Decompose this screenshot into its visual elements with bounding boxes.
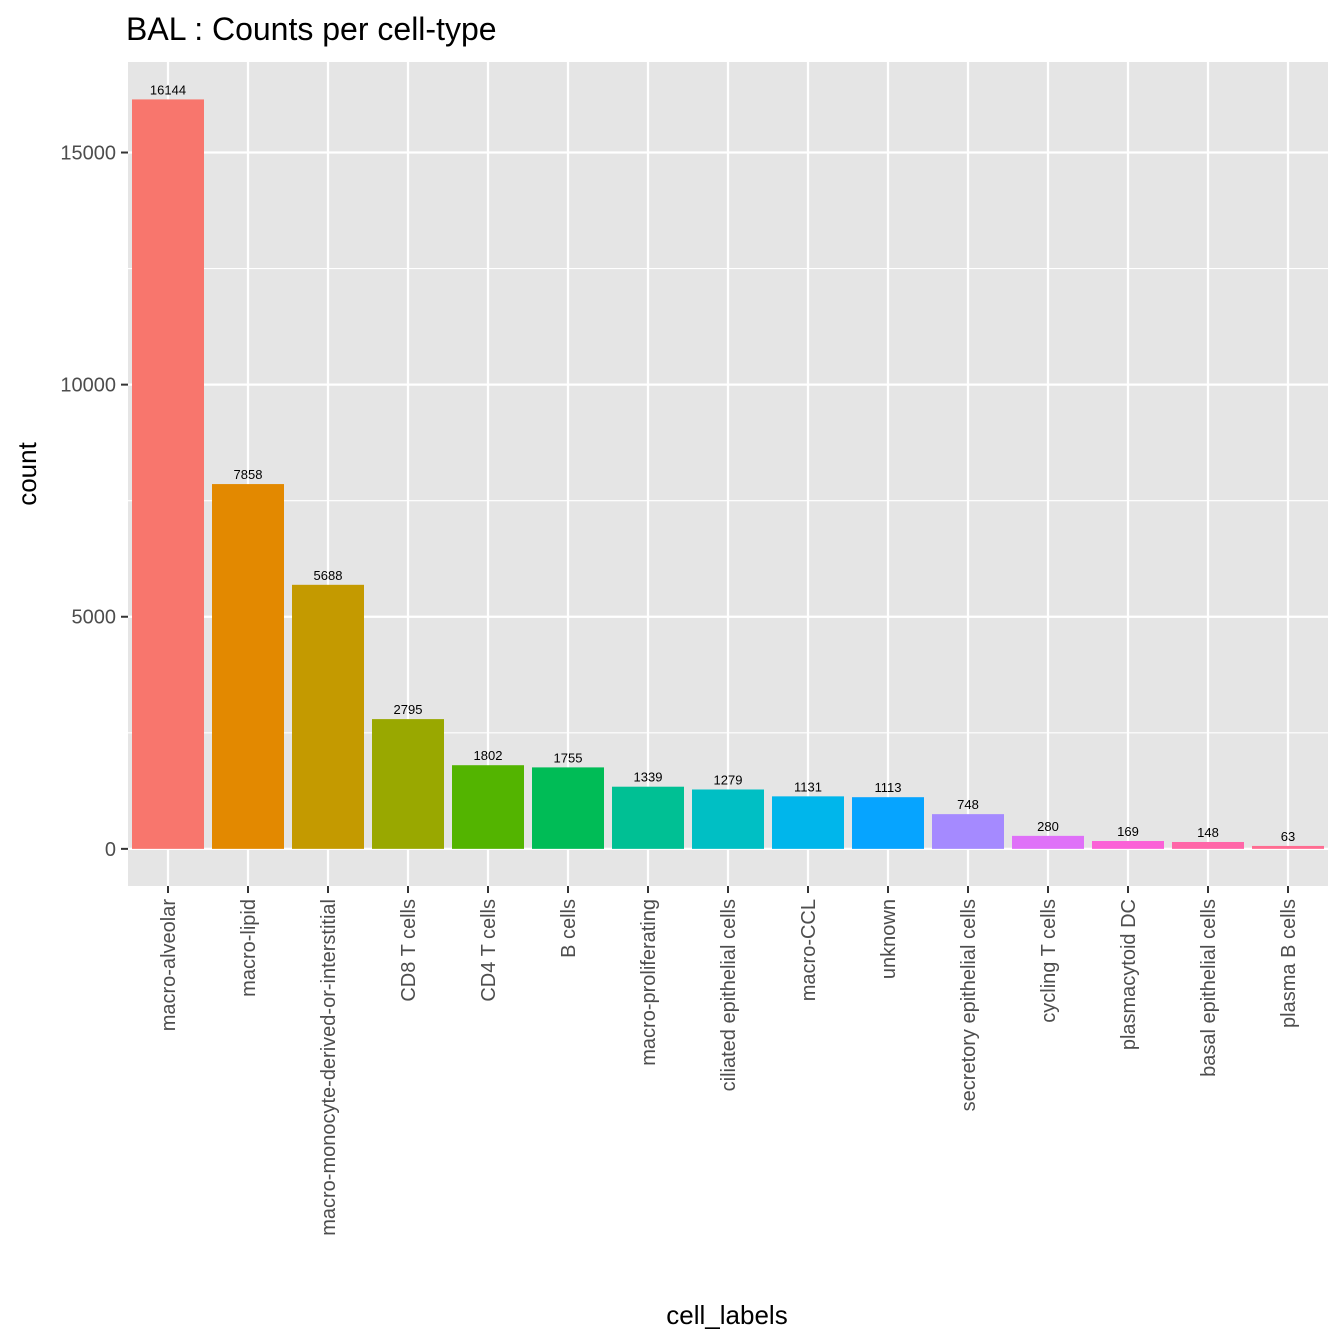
bar-b-cells	[532, 767, 604, 849]
x-tick-label: macro-alveolar	[158, 899, 180, 1032]
data-label: 1131	[794, 779, 822, 794]
bar-cd8-t-cells	[372, 719, 444, 849]
y-axis-title: count	[12, 441, 42, 505]
bar-plasma-b-cells	[1252, 845, 1324, 849]
bar-macro-ccl	[772, 796, 844, 849]
y-tick-label: 10000	[60, 375, 116, 397]
x-tick-label: plasma B cells	[1278, 899, 1300, 1028]
data-label: 1755	[554, 750, 583, 765]
bar-secretory-epithelial-cells	[932, 814, 1004, 849]
data-label: 63	[1281, 829, 1295, 844]
data-label: 1279	[714, 772, 743, 787]
x-tick-label: CD8 T cells	[398, 899, 420, 1002]
x-tick-label: cycling T cells	[1038, 899, 1060, 1023]
x-tick-label: macro-monocyte-derived-or-interstitial	[318, 899, 340, 1236]
y-tick-label: 5000	[72, 607, 117, 629]
bar-plasmacytoid-dc	[1092, 841, 1164, 849]
x-tick-label: macro-lipid	[238, 899, 260, 997]
data-label: 5688	[314, 568, 343, 583]
x-axis-title: cell_labels	[666, 1300, 787, 1330]
x-tick-label: macro-CCL	[798, 899, 820, 1001]
x-tick-label: plasmacytoid DC	[1118, 899, 1140, 1050]
data-label: 16144	[150, 82, 186, 97]
x-tick-label: unknown	[878, 899, 900, 979]
y-axis: 0 5000 10000 15000	[60, 143, 128, 861]
bar-cycling-t-cells	[1012, 835, 1084, 849]
data-label: 748	[957, 797, 979, 812]
data-labels: 16144 7858 5688 2795 1802 1755 1339 1279 1131 111…	[150, 82, 1295, 844]
bar-ciliated-epithelial-cells	[692, 789, 764, 849]
x-tick-label: B cells	[558, 899, 580, 958]
bar-macro-monocyte-derived-or-interstitial	[292, 584, 364, 849]
data-label: 280	[1037, 819, 1059, 834]
bar-unknown	[852, 797, 924, 849]
x-tick-label: basal epithelial cells	[1198, 899, 1220, 1077]
data-label: 2795	[394, 702, 423, 717]
x-axis: macro-alveolar macro-lipid macro-monocyte-…	[158, 886, 1300, 1236]
bar-macro-proliferating	[612, 786, 684, 849]
bars	[132, 99, 1324, 849]
data-label: 1339	[634, 770, 663, 785]
y-tick-label: 15000	[60, 143, 116, 165]
y-tick-label: 0	[105, 839, 116, 861]
x-tick-label: secretory epithelial cells	[958, 899, 980, 1111]
bar-macro-lipid	[212, 484, 284, 849]
data-label: 1802	[474, 748, 503, 763]
data-label: 7858	[234, 467, 263, 482]
data-label: 169	[1117, 824, 1139, 839]
bar-basal-epithelial-cells	[1172, 841, 1244, 849]
bar-cd4-t-cells	[452, 765, 524, 849]
chart-title: BAL : Counts per cell-type	[126, 11, 497, 47]
bar-macro-alveolar	[132, 99, 204, 849]
x-tick-label: CD4 T cells	[478, 899, 500, 1002]
x-tick-label: macro-proliferating	[638, 899, 660, 1066]
data-label: 1113	[875, 780, 902, 795]
x-tick-label: ciliated epithelial cells	[718, 899, 740, 1091]
data-label: 148	[1197, 825, 1219, 840]
